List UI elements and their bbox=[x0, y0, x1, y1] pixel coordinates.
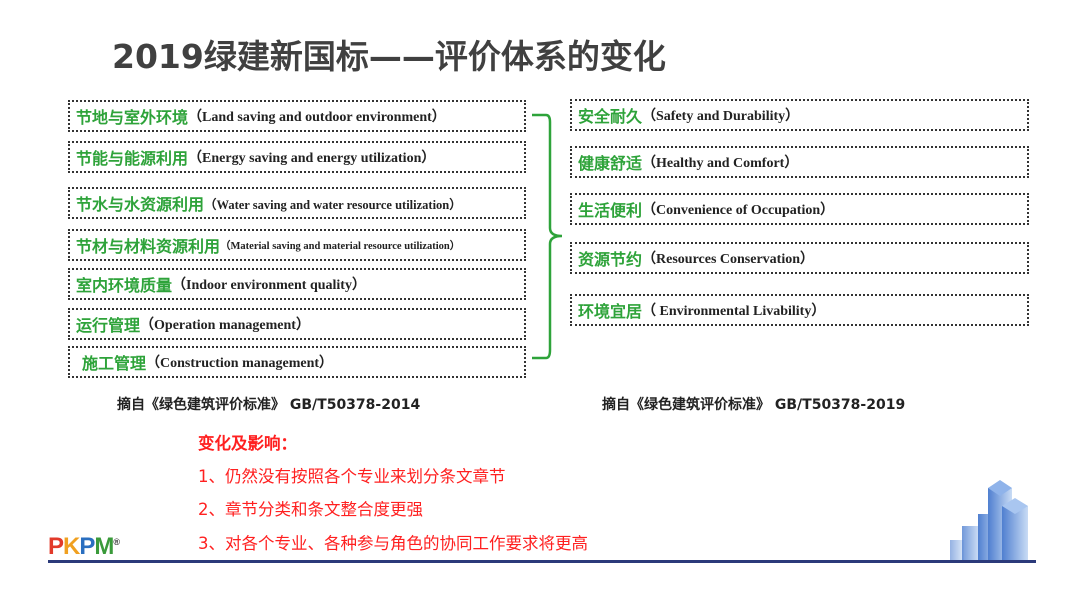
item-en: （Land saving and outdoor environment） bbox=[188, 110, 446, 125]
item-cn: 安全耐久 bbox=[578, 107, 643, 126]
brace-icon bbox=[532, 113, 563, 360]
item-en: （Safety and Durability） bbox=[642, 109, 800, 124]
left-item: 室内环境质量 （Indoor environment quality） bbox=[68, 268, 526, 300]
item-en: （Healthy and Comfort） bbox=[642, 156, 799, 171]
right-item: 环境宜居（ Environmental Livability） bbox=[570, 294, 1029, 326]
item-cn: 健康舒适 bbox=[578, 154, 643, 173]
item-en: （Operation management） bbox=[140, 318, 310, 333]
item-cn: 生活便利 bbox=[578, 201, 643, 220]
item-cn: 环境宜居 bbox=[578, 302, 643, 321]
right-item: 生活便利 （Convenience of Occupation） bbox=[570, 193, 1029, 225]
pkpm-logo: PKPM® bbox=[48, 533, 120, 560]
right-item: 资源节约 （Resources Conservation） bbox=[570, 242, 1029, 274]
item-en: （Construction management） bbox=[146, 356, 334, 371]
item-en: （Material saving and material resource u… bbox=[220, 240, 461, 252]
left-item: 节能与能源利用 （Energy saving and energy utiliza… bbox=[68, 141, 526, 173]
caption-right: 摘自《绿色建筑评价标准》 GB/T50378-2019 bbox=[602, 397, 906, 413]
registered-mark: ® bbox=[113, 537, 120, 547]
right-item: 健康舒适 （Healthy and Comfort） bbox=[570, 146, 1029, 178]
buildings-icon bbox=[950, 480, 1028, 560]
item-cn: 资源节约 bbox=[578, 250, 643, 269]
item-en: （ Environmental Livability） bbox=[642, 304, 826, 319]
left-item: 节地与室外环境 （Land saving and outdoor environm… bbox=[68, 100, 526, 132]
item-en: （Convenience of Occupation） bbox=[642, 203, 835, 218]
right-item: 安全耐久 （Safety and Durability） bbox=[570, 99, 1029, 131]
change-item: 1、仍然没有按照各个专业来划分条文章节 bbox=[198, 467, 506, 486]
item-en: （Indoor environment quality） bbox=[172, 278, 366, 293]
item-cn: 运行管理 bbox=[76, 316, 141, 335]
item-cn: 室内环境质量 bbox=[76, 276, 173, 295]
left-item: 节材与材料资源利用 （Material saving and material r… bbox=[68, 229, 526, 261]
footer-line bbox=[48, 560, 1036, 563]
change-item: 3、对各个专业、各种参与角色的协同工作要求将更高 bbox=[198, 534, 588, 553]
item-en: （Energy saving and energy utilization） bbox=[188, 151, 436, 166]
item-cn: 节材与材料资源利用 bbox=[76, 237, 221, 256]
left-item: 节水与水资源利用 （Water saving and water resource… bbox=[68, 187, 526, 219]
item-cn: 节地与室外环境 bbox=[76, 108, 189, 127]
item-cn: 节水与水资源利用 bbox=[76, 195, 205, 214]
item-en: （Water saving and water resource utiliza… bbox=[204, 197, 462, 212]
change-item: 2、章节分类和条文整合度更强 bbox=[198, 500, 423, 519]
left-item: 施工管理 （Construction management） bbox=[68, 346, 526, 378]
slide-title: 2019绿建新国标——评价体系的变化 bbox=[112, 37, 666, 76]
left-item: 运行管理 （Operation management） bbox=[68, 308, 526, 340]
item-cn: 节能与能源利用 bbox=[76, 149, 189, 168]
caption-left: 摘自《绿色建筑评价标准》 GB/T50378-2014 bbox=[117, 397, 421, 413]
item-cn: 施工管理 bbox=[82, 354, 147, 373]
item-en: （Resources Conservation） bbox=[642, 252, 815, 267]
changes-heading: 变化及影响： bbox=[198, 434, 297, 453]
